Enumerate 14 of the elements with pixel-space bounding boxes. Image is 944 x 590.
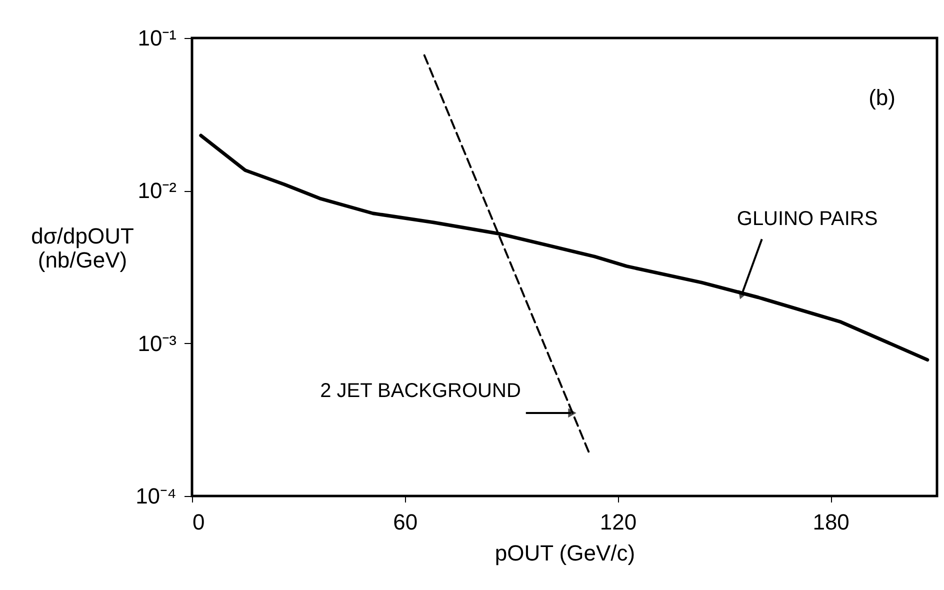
x-axis-title: pOUT (GeV/c) [494,540,636,566]
annotation: (b) [868,85,896,110]
x-tick-label: 180 [812,510,850,534]
y-tick-label: 10⁻¹ [138,26,176,50]
y-tick-label: 10⁻³ [138,330,176,356]
x-tick-label: 60 [393,510,418,534]
y-tick-label: 10⁻² [138,178,176,204]
y-tick-label: 10⁻⁴ [136,484,176,508]
text: dσ/dpOUT [31,224,134,248]
x-tick-label: 0 [192,510,205,534]
annotation: GLUINO PAIRS [736,208,878,230]
x-tick-label: 120 [600,510,637,534]
text: (nb/GeV) [38,248,128,272]
annotation: 2 JET BACKGROUND [320,380,521,402]
